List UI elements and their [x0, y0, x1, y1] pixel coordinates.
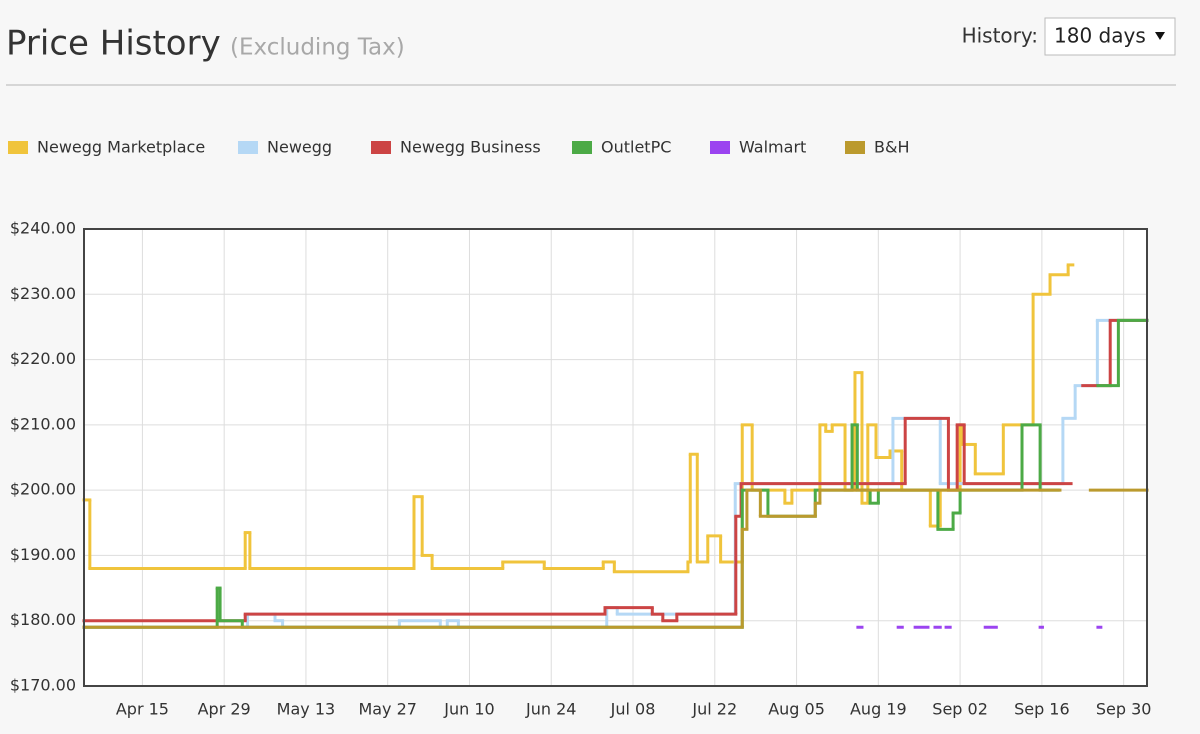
plot: $170.00 $180.00 $190.00 $200.00 $210.00 $220.…	[10, 219, 1152, 719]
x-tick-label: Jun 24	[525, 700, 576, 719]
select-arrow[interactable]	[1155, 32, 1165, 40]
x-tick-label: Jul 22	[691, 700, 737, 719]
plot-background	[84, 229, 1147, 686]
y-tick-label: $220.00	[10, 349, 76, 368]
select-value[interactable]: 180 days	[1054, 24, 1146, 48]
x-tick-label: Apr 15	[116, 700, 169, 719]
y-tick-label: $170.00	[10, 676, 76, 695]
x-tick-label: Sep 02	[932, 700, 988, 719]
legend-label: Newegg	[267, 138, 332, 157]
x-tick-label: Apr 29	[198, 700, 251, 719]
legend-swatch	[710, 141, 730, 154]
legend-swatch	[371, 141, 391, 154]
y-tick-label: $200.00	[10, 480, 76, 499]
legend-label: Newegg Marketplace	[37, 138, 205, 157]
y-tick-label: $240.00	[10, 219, 76, 238]
legend: Newegg Marketplace Newegg Newegg Business O…	[8, 138, 909, 157]
history-label: History:	[962, 24, 1038, 48]
legend-swatch	[572, 141, 592, 154]
legend-swatch	[8, 141, 28, 154]
select-box[interactable]	[1044, 17, 1176, 56]
legend-label: B&H	[874, 138, 909, 157]
title: Price History	[6, 24, 221, 64]
x-tick-label: Jun 10	[443, 700, 494, 719]
subtitle: (Excluding Tax)	[230, 35, 405, 61]
series	[82, 488, 1149, 629]
y-tick-label: $210.00	[10, 414, 76, 433]
x-tick-label: May 27	[358, 700, 417, 719]
x-tick-label: May 13	[277, 700, 336, 719]
history-select[interactable]: 180 days	[1044, 17, 1176, 56]
legend-label: Newegg Business	[400, 138, 541, 157]
x-tick-label: Aug 19	[850, 700, 907, 719]
plot-frame	[83, 228, 1148, 687]
legend-label: OutletPC	[601, 138, 671, 157]
x-tick-label: Jul 08	[610, 700, 656, 719]
y-tick-label: $180.00	[10, 610, 76, 629]
x-tick-label: Sep 16	[1014, 700, 1070, 719]
y-tick-label: $230.00	[10, 284, 76, 303]
y-tick-label: $190.00	[10, 545, 76, 564]
x-tick-label: Aug 05	[768, 700, 825, 719]
legend-label: Walmart	[739, 138, 806, 157]
legend-swatch	[845, 141, 865, 154]
legend-swatch	[238, 141, 258, 154]
x-tick-label: Sep 30	[1096, 700, 1152, 719]
